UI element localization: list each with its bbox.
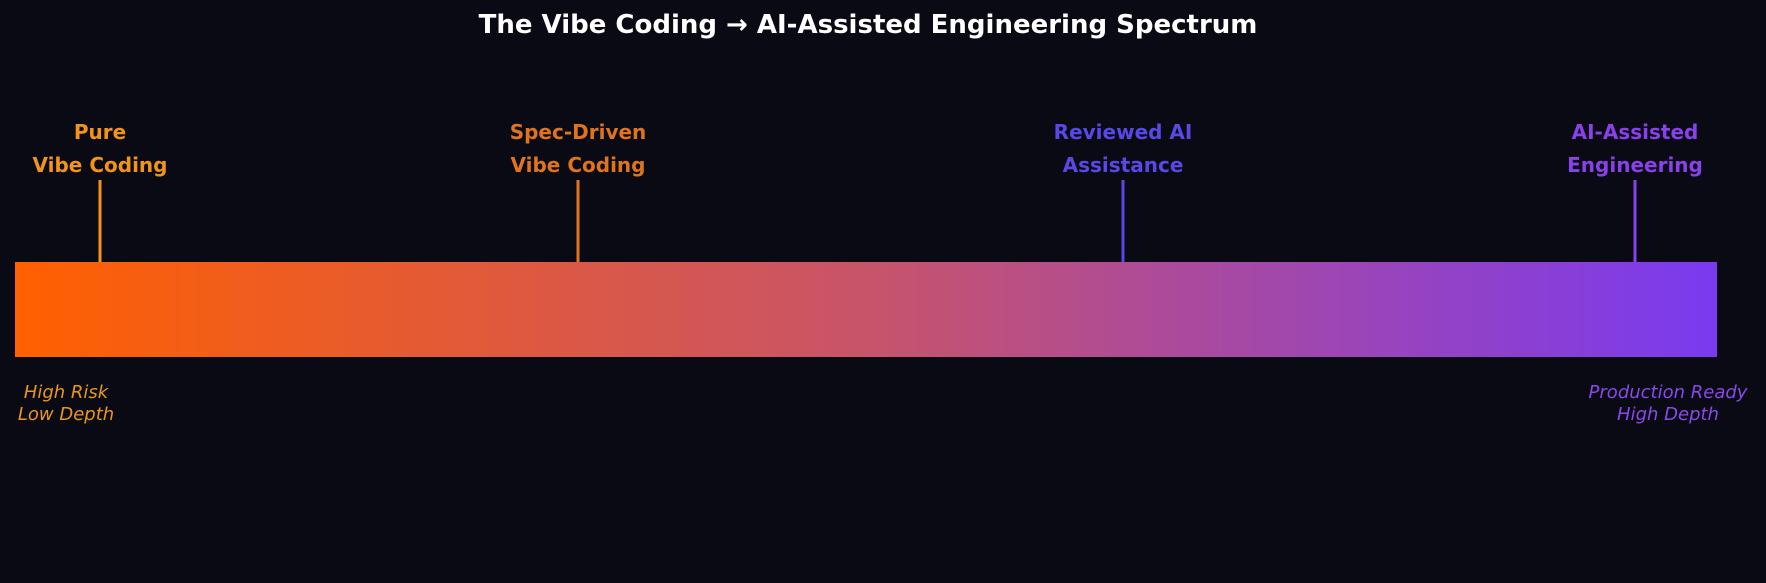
marker-label-line2: Assistance [1062,153,1184,177]
marker-tick-reviewed-ai-assistance [1121,180,1125,263]
left-note-line2: Low Depth [17,404,115,425]
left-end-note: High Risk Low Depth [18,382,114,426]
right-end-note: Production Ready High Depth [1589,382,1748,426]
marker-label-spec-driven-vibe-coding: Spec-Driven Vibe Coding [510,116,647,182]
left-note-line1: High Risk [23,382,109,403]
marker-label-ai-assisted-engineering: AI-Assisted Engineering [1567,116,1703,182]
right-note-line1: Production Ready [1588,382,1748,403]
marker-label-line2: Vibe Coding [32,153,168,177]
marker-label-line2: Engineering [1567,153,1703,177]
marker-label-line2: Vibe Coding [510,153,646,177]
marker-label-line1: Reviewed AI [1053,120,1193,144]
marker-label-reviewed-ai-assistance: Reviewed AI Assistance [1054,116,1193,182]
marker-label-line1: AI-Assisted [1571,120,1699,144]
right-note-line2: High Depth [1617,404,1719,425]
spectrum-gradient-bar [15,262,1717,357]
marker-label-pure-vibe-coding: Pure Vibe Coding [33,116,168,182]
marker-label-line1: Pure [73,120,127,144]
marker-tick-pure-vibe-coding [98,180,102,263]
marker-tick-spec-driven-vibe-coding [576,180,580,263]
marker-label-line1: Spec-Driven [509,120,647,144]
marker-tick-ai-assisted-engineering [1633,180,1637,263]
diagram-title: The Vibe Coding → AI-Assisted Engineerin… [478,10,1258,40]
